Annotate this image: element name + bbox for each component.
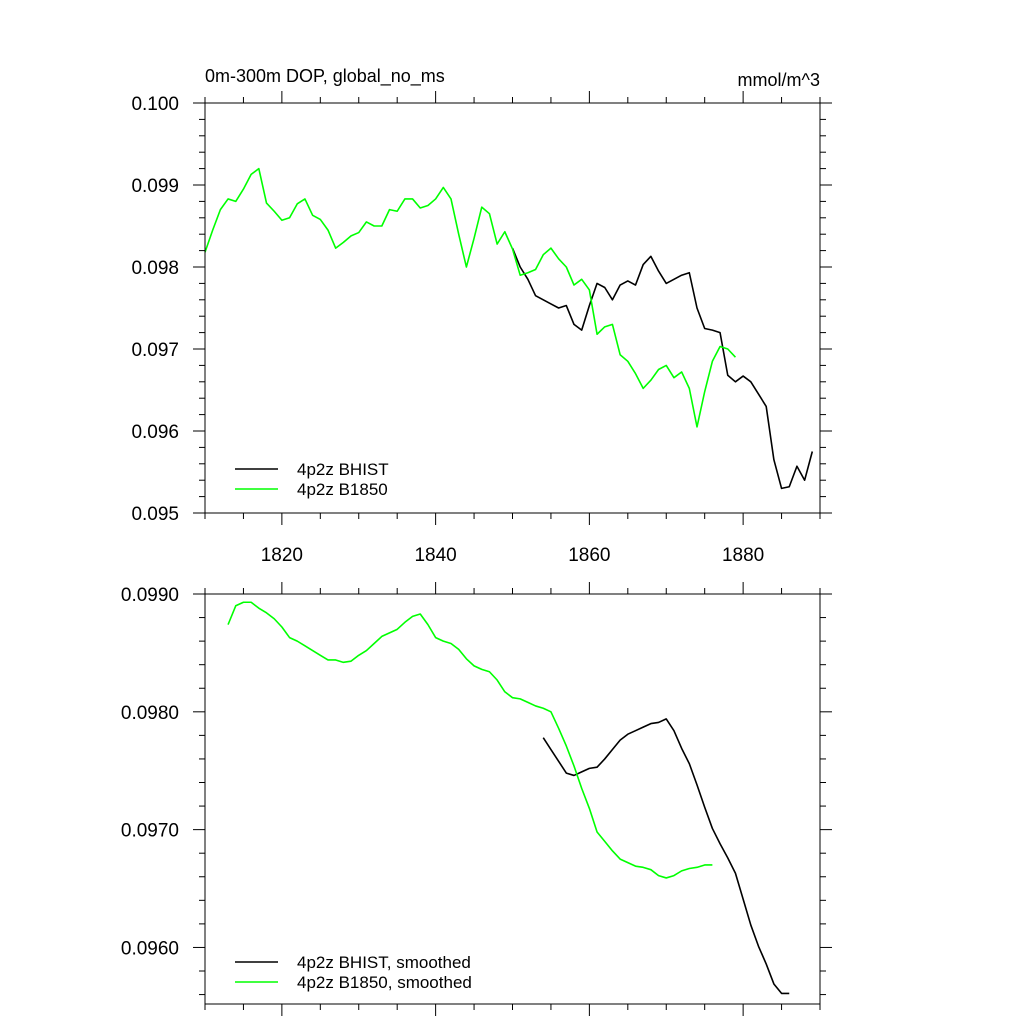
y-tick-label: 0.099 xyxy=(131,176,179,197)
axes: 1820 1840 1860 1880 0.095 0.096 0.097 0.098 0.09… xyxy=(131,91,832,566)
legend: 4p2z BHIST 4p2z B1850 xyxy=(235,460,389,499)
legend: 4p2z BHIST, smoothed 4p2z B1850, smoothe… xyxy=(235,953,472,992)
panel-title: 0m-300m DOP, global_no_ms xyxy=(205,66,445,87)
x-tick-label: 1820 xyxy=(261,545,303,566)
y-tick-label: 0.097 xyxy=(131,340,179,361)
y-tick-label: 0.0990 xyxy=(121,585,179,606)
y-tick-label: 0.100 xyxy=(131,94,179,115)
series-lines xyxy=(204,167,814,490)
y-tick-label: 0.098 xyxy=(131,258,179,279)
series-line-0 xyxy=(542,718,790,995)
y-tick-label: 0.0980 xyxy=(121,703,179,724)
legend-label-b1850-smoothed: 4p2z B1850, smoothed xyxy=(297,973,472,992)
series-lines xyxy=(227,601,790,995)
x-tick-label: 1840 xyxy=(414,545,456,566)
plot-frame xyxy=(204,102,821,514)
y-tick-label: 0.0960 xyxy=(121,938,179,959)
legend-label-b1850: 4p2z B1850 xyxy=(297,480,388,499)
legend-label-bhist: 4p2z BHIST xyxy=(297,460,389,479)
series-line-1 xyxy=(204,167,737,428)
units-label: mmol/m^3 xyxy=(738,70,820,90)
x-tick-label: 1880 xyxy=(722,545,764,566)
series-line-0 xyxy=(511,247,814,490)
legend-label-bhist-smoothed: 4p2z BHIST, smoothed xyxy=(297,953,471,972)
x-tick-label: 1860 xyxy=(568,545,610,566)
y-tick-label: 0.095 xyxy=(131,504,179,525)
plot-frame xyxy=(204,593,821,1005)
y-tick-label: 0.0970 xyxy=(121,821,179,842)
axes: 0.0960 0.0970 0.0980 0.0990 xyxy=(121,582,832,1016)
series-line-1 xyxy=(227,601,713,879)
bottom-panel: 0.0960 0.0970 0.0980 0.0990 4p2z BHIST, smo… xyxy=(121,582,832,1016)
top-panel: 0m-300m DOP, global_no_ms mmol/m^3 1820 1… xyxy=(131,66,832,566)
y-tick-label: 0.096 xyxy=(131,422,179,443)
